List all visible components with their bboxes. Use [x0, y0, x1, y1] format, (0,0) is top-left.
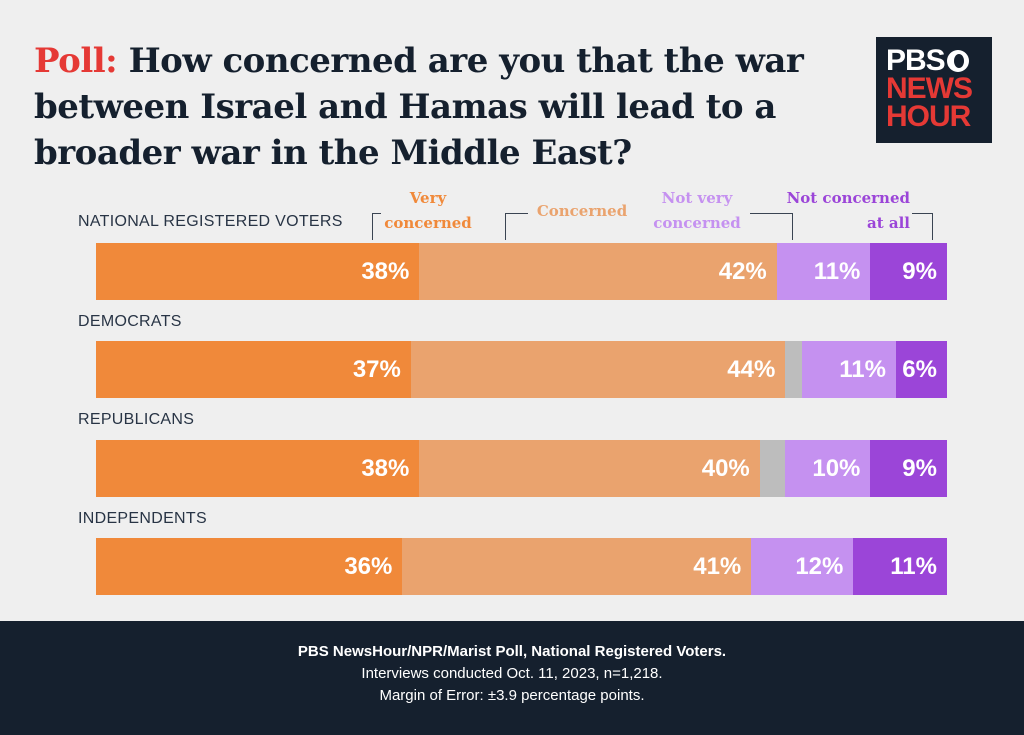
logo-line-2: NEWS — [886, 72, 973, 105]
group-label-independents: INDEPENDENTS — [78, 510, 207, 527]
legend-bracket-concerned — [505, 213, 528, 240]
bar-label-notall-3: 11% — [890, 552, 937, 580]
bar-notvery-3: 12% — [751, 538, 854, 595]
bar-label-notall-0: 9% — [902, 257, 937, 285]
bar-label-very-2: 38% — [361, 454, 410, 482]
bar-label-very-3: 36% — [344, 552, 393, 580]
footer-interviews: Interviews conducted Oct. 11, 2023, n=1,… — [361, 665, 663, 682]
bar-notall-0: 9% — [870, 243, 947, 300]
logo-line-3: HOUR — [886, 100, 971, 133]
bar-very-1: 37% — [96, 341, 411, 398]
bar-label-notvery-0: 11% — [813, 257, 861, 285]
legend-very-concerned: Very concerned — [384, 189, 472, 232]
logo-line-1: PBS — [886, 44, 946, 77]
group-label-democrats: DEMOCRATS — [78, 313, 182, 330]
group-label-national-registered-voters: NATIONAL REGISTERED VOTERS — [78, 213, 343, 230]
bar-notall-1: 6% — [895, 341, 947, 398]
bar-label-very-0: 38% — [361, 257, 410, 285]
legend-bracket-very — [372, 213, 381, 240]
bar-notall-3: 11% — [853, 538, 947, 595]
legend-not-very-concerned: Not very concerned — [653, 189, 741, 232]
bar-notvery-1: 11% — [802, 341, 896, 398]
bar-label-concerned-0: 42% — [718, 257, 767, 285]
bar-notall-2: 9% — [870, 440, 947, 497]
bar-label-notvery-3: 12% — [795, 552, 844, 580]
pbs-head-icon — [946, 50, 969, 72]
bar-concerned-3: 41% — [402, 538, 752, 595]
bar-very-0: 38% — [96, 243, 420, 300]
footer-source: PBS NewsHour/NPR/Marist Poll, National R… — [297, 643, 727, 660]
legend-concerned: Concerned — [536, 202, 628, 220]
bar-label-notvery-2: 10% — [812, 454, 861, 482]
bar-label-concerned-2: 40% — [701, 454, 750, 482]
bar-label-concerned-3: 41% — [693, 552, 742, 580]
bar-very-2: 38% — [96, 440, 420, 497]
bar-label-concerned-1: 44% — [727, 355, 776, 383]
bar-unsure-1 — [785, 341, 803, 398]
title-question: How concerned are you that the war betwe… — [34, 41, 804, 173]
bar-notvery-0: 11% — [776, 243, 871, 300]
legend-bracket-not-very — [750, 213, 793, 240]
bar-unsure-2 — [759, 440, 786, 497]
pbs-newshour-logo: PBS NEWS HOUR — [876, 37, 992, 143]
bar-label-notall-2: 9% — [902, 454, 937, 482]
title-lead: Poll: — [34, 41, 118, 81]
bar-label-notvery-1: 11% — [839, 355, 886, 383]
legend-not-concerned-at-all: Not concerned at all — [786, 189, 910, 232]
chart-title: Poll: How concerned are you that the war… — [34, 38, 834, 176]
legend-bracket-not-all — [912, 213, 933, 240]
footer: PBS NewsHour/NPR/Marist Poll, National R… — [0, 621, 1024, 735]
group-label-republicans: REPUBLICANS — [78, 411, 195, 428]
bar-label-very-1: 37% — [352, 355, 401, 383]
bar-very-3: 36% — [96, 538, 403, 595]
bar-label-notall-1: 6% — [902, 355, 937, 383]
bar-concerned-2: 40% — [419, 440, 760, 497]
bar-concerned-0: 42% — [419, 243, 777, 300]
footer-margin-of-error: Margin of Error: ±3.9 percentage points. — [379, 687, 645, 704]
bar-notvery-2: 10% — [785, 440, 871, 497]
bar-concerned-1: 44% — [410, 341, 786, 398]
